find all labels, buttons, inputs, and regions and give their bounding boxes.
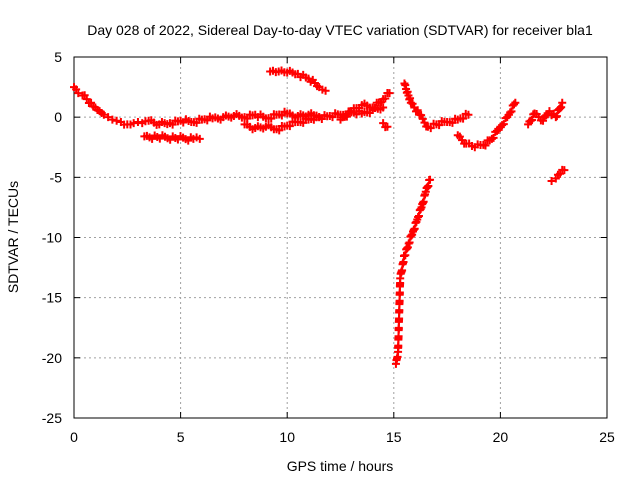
data-point [556, 104, 565, 113]
data-point [383, 122, 392, 131]
data-point [547, 176, 556, 185]
data-point [481, 141, 490, 150]
data-point [558, 98, 567, 107]
data-point [545, 107, 554, 116]
y-tick-label: -25 [42, 410, 62, 426]
data-point [321, 86, 330, 95]
data-point [464, 110, 473, 119]
data-point [133, 117, 142, 126]
data-point [489, 133, 498, 142]
x-tick-label: 20 [493, 429, 509, 445]
data-point [168, 120, 177, 129]
data-point [379, 103, 388, 112]
data-point [195, 134, 204, 143]
data-point [129, 119, 138, 128]
y-tick-label: -10 [42, 230, 62, 246]
data-point [426, 175, 435, 184]
data-point [527, 115, 536, 124]
data-point [459, 114, 468, 123]
data-points [70, 66, 569, 368]
data-point [506, 108, 515, 117]
data-point [112, 116, 121, 125]
data-point [108, 115, 117, 124]
data-point [267, 114, 276, 123]
data-point [507, 107, 516, 116]
data-point [510, 100, 519, 109]
y-tick-label: -15 [42, 290, 62, 306]
chart-title: Day 028 of 2022, Sidereal Day-to-day VTE… [87, 22, 593, 38]
data-point [370, 103, 379, 112]
data-point [511, 98, 520, 107]
data-point [539, 116, 548, 125]
data-point [499, 120, 508, 129]
x-tick-label: 0 [70, 429, 78, 445]
data-point [557, 103, 566, 112]
data-point [385, 89, 394, 98]
data-point [315, 113, 324, 122]
x-tick-label: 25 [599, 429, 615, 445]
x-tick-label: 10 [279, 429, 295, 445]
data-point [342, 112, 351, 121]
x-axis-label: GPS time / hours [287, 458, 394, 474]
y-tick-label: -5 [50, 169, 63, 185]
y-tick-label: -20 [42, 350, 62, 366]
data-point [299, 118, 308, 127]
x-tick-label: 5 [177, 429, 185, 445]
data-point [192, 118, 201, 127]
data-point [435, 121, 444, 130]
data-point [413, 106, 422, 115]
y-tick-label: 0 [54, 109, 62, 125]
y-tick-label: 5 [54, 49, 62, 65]
data-point [552, 112, 561, 121]
y-axis-label: SDTVAR / TECUs [5, 181, 21, 293]
data-point [99, 110, 108, 119]
data-point [426, 124, 435, 133]
data-point [104, 113, 113, 122]
data-point [74, 89, 83, 98]
data-point [309, 115, 318, 124]
data-point [448, 118, 457, 127]
data-point [285, 122, 294, 131]
data-point [560, 166, 569, 175]
data-point [275, 126, 284, 135]
data-point [381, 94, 390, 103]
x-tick-label: 15 [386, 429, 402, 445]
axis-ticks: 0 5 10 15 20 25 5 0 -5 -10 -15 -20 -25 [42, 49, 615, 445]
data-point [551, 113, 560, 122]
